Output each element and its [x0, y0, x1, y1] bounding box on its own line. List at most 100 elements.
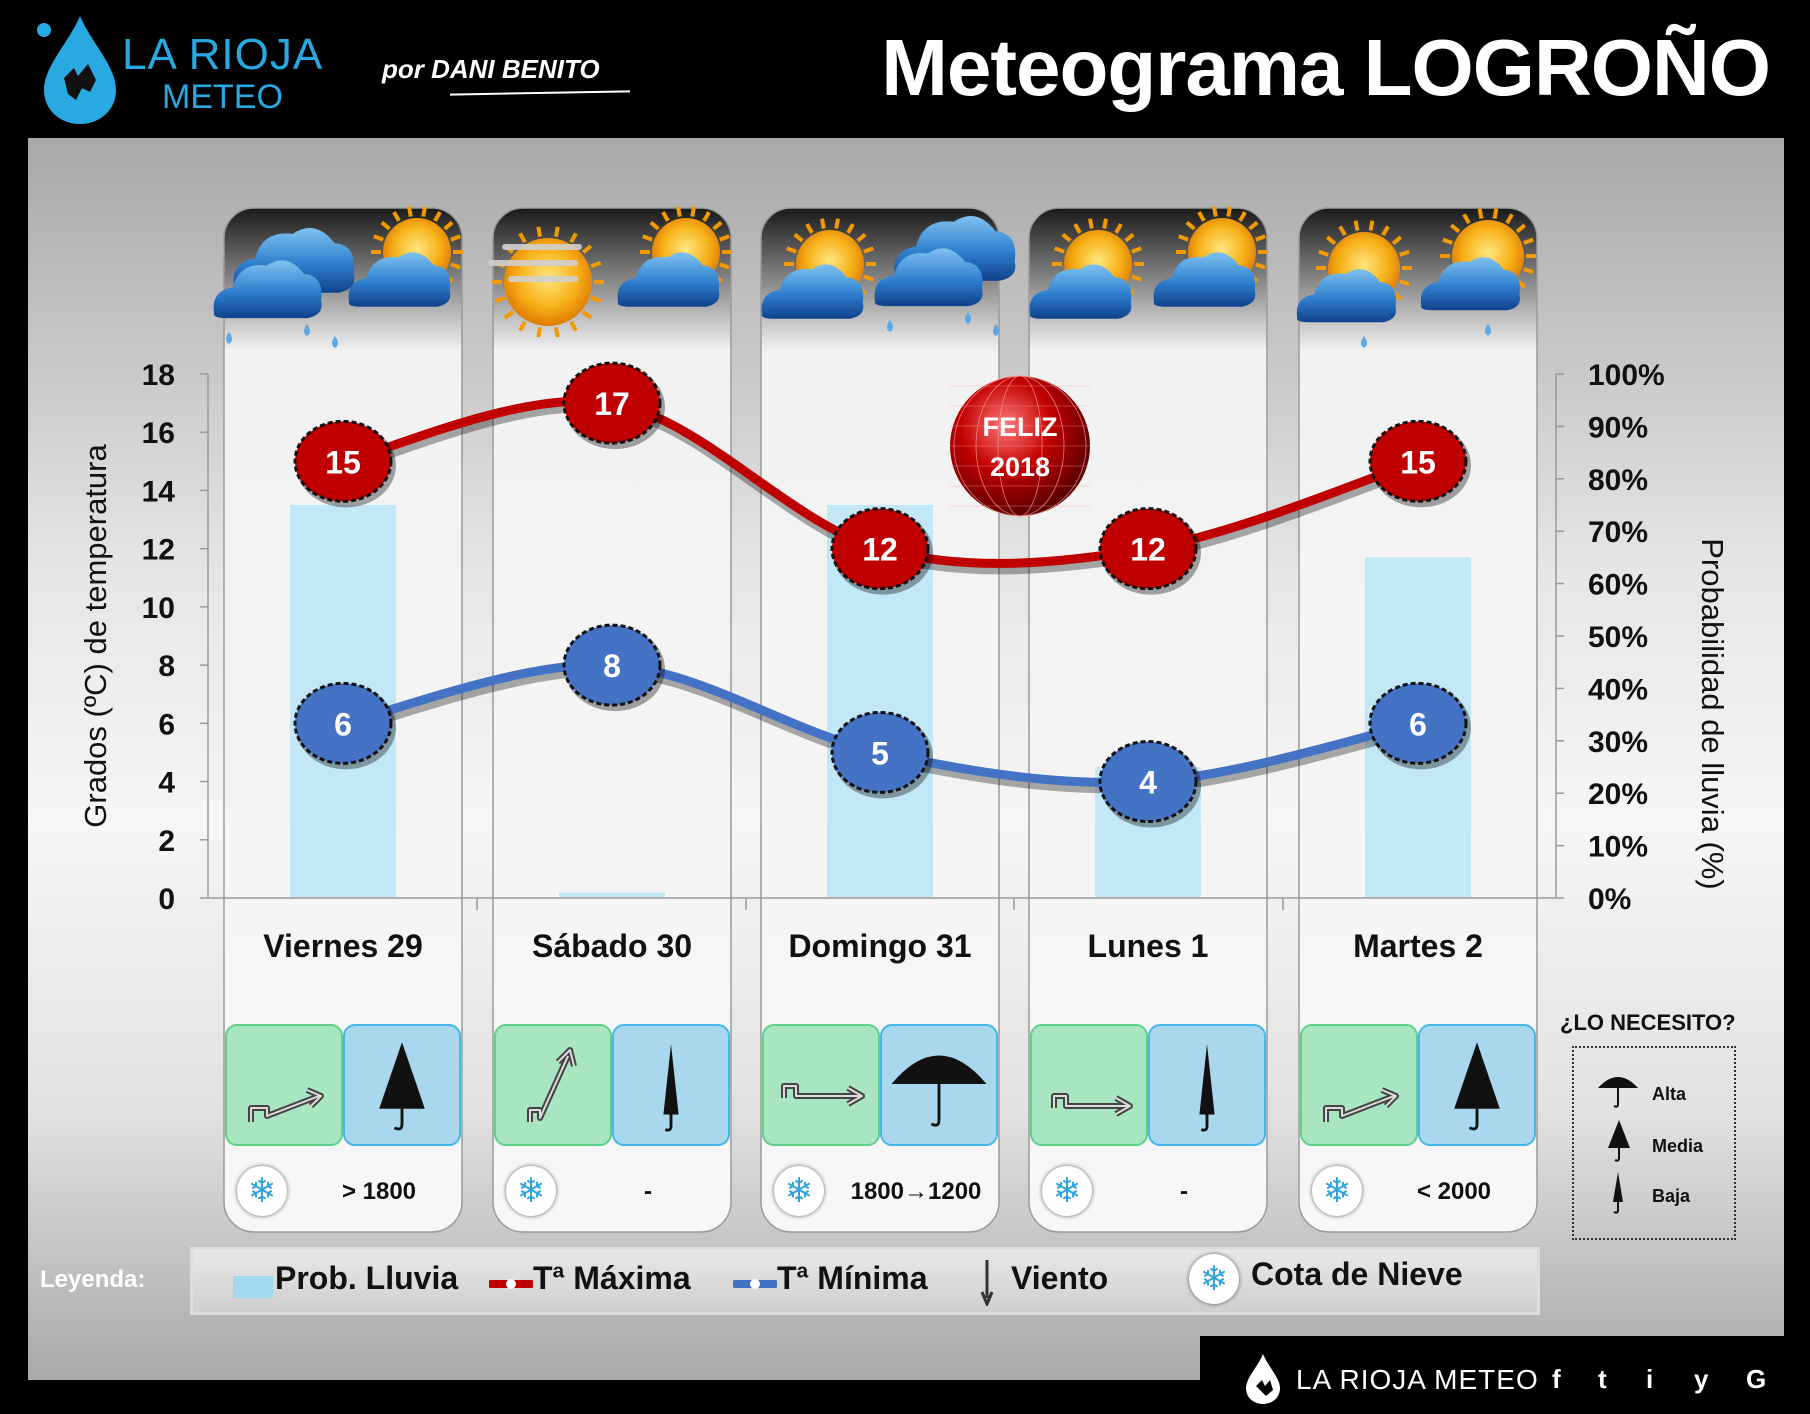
- y-tick-label: 12: [142, 534, 175, 567]
- logo-text-la-rioja: LA RIOJA: [122, 30, 324, 79]
- y-tick-label: 14: [142, 475, 176, 508]
- tmin-marker: 6: [1368, 681, 1471, 770]
- annotation-line2: 2018: [990, 452, 1050, 482]
- annotation-line1: FELIZ: [983, 412, 1058, 442]
- tmin-marker: 8: [562, 623, 665, 712]
- sun-cloud-rain-icon: [1296, 220, 1412, 348]
- sun-cloud-icon: [1153, 206, 1268, 307]
- youtube-icon[interactable]: y: [1694, 1364, 1709, 1394]
- legend-swatch-rain: [233, 1276, 273, 1298]
- y-tick-label: 10: [142, 592, 175, 625]
- umbrella-tile: [1418, 1024, 1536, 1146]
- umbrella-tile: [880, 1024, 998, 1146]
- tmax-marker: 12: [830, 507, 933, 595]
- brand-logo[interactable]: LA RIOJA METEO: [30, 8, 330, 128]
- day-label: Martes 2: [1353, 928, 1483, 964]
- day-label: Lunes 1: [1087, 928, 1209, 964]
- y-axis-right-label: Probabilidad de lluvia (%): [1695, 538, 1730, 890]
- sun-cloud-icon: [617, 206, 732, 307]
- snowflake-icon: ❄: [1189, 1254, 1239, 1304]
- temperature-value-label: 12: [1130, 532, 1166, 568]
- page-title: Meteograma LOGROÑO: [881, 23, 1771, 112]
- umbrella-media-icon: [379, 1042, 425, 1131]
- snowflake-icon: ❄: [774, 1166, 824, 1216]
- legend-tmin: Tª Mínima: [777, 1260, 928, 1296]
- umbrella-baja-icon: [663, 1044, 679, 1132]
- chart-legend: Prob. Lluvia Tª Máxima Tª Mínima Viento …: [190, 1247, 1540, 1315]
- tmin-marker: 4: [1098, 740, 1201, 828]
- y-right-tick-label: 10%: [1588, 831, 1648, 864]
- need-media: Media: [1652, 1136, 1704, 1156]
- author-credit: por DANI BENITO: [382, 54, 600, 84]
- y-axis-label: Grados (ºC) de temperatura: [78, 444, 113, 828]
- snowflake-icon: ❄: [1312, 1166, 1362, 1216]
- cloud-rain-icon: [874, 216, 1016, 336]
- temperature-value-label: 17: [594, 386, 630, 422]
- need-alta: Alta: [1652, 1084, 1687, 1104]
- umbrella-tile: [1148, 1024, 1266, 1146]
- tmax-marker: 15: [293, 419, 396, 508]
- twitter-icon[interactable]: t: [1598, 1364, 1607, 1394]
- wind-tile: [1300, 1024, 1418, 1146]
- snow-level-value: -: [644, 1178, 652, 1205]
- snow-level-value: < 2000: [1416, 1178, 1492, 1205]
- tmax-marker: 12: [1098, 507, 1201, 595]
- temperature-value-label: 15: [325, 444, 361, 480]
- google-icon[interactable]: G: [1746, 1364, 1767, 1394]
- wind-arrow-icon: [248, 1087, 324, 1122]
- y-right-tick-label: 100%: [1588, 359, 1665, 392]
- temperature-value-label: 12: [862, 532, 898, 568]
- tmax-marker: 17: [562, 361, 665, 450]
- footer: LA RIOJA METEO f t i y G: [1200, 1336, 1810, 1414]
- y-right-tick-label: 60%: [1588, 569, 1648, 602]
- need-baja: Baja: [1652, 1186, 1691, 1206]
- temperature-value-label: 15: [1400, 444, 1436, 480]
- y-tick-label: 8: [158, 650, 175, 683]
- temperature-value-label: 8: [603, 648, 621, 684]
- wind-arrow-icon: [781, 1083, 865, 1107]
- tmin-marker: 6: [293, 681, 396, 770]
- umbrella-baja-icon: [1199, 1044, 1215, 1132]
- rain-probability-bar: [559, 892, 665, 898]
- y-tick-label: 16: [142, 417, 175, 450]
- y-tick-label: 4: [158, 767, 175, 800]
- day-column: [492, 207, 732, 1233]
- wind-arrow-icon: [1323, 1087, 1399, 1122]
- y-right-tick-label: 90%: [1588, 411, 1648, 444]
- logo-text-meteo: METEO: [162, 78, 283, 116]
- legend-wind: Viento: [1011, 1260, 1109, 1296]
- water-drop-icon: [37, 16, 116, 124]
- legend-swatch-tmax: [489, 1279, 533, 1289]
- y-right-tick-label: 50%: [1588, 621, 1648, 654]
- temperature-value-label: 5: [871, 735, 889, 771]
- legend-title: Leyenda:: [40, 1266, 146, 1293]
- temperature-value-label: 6: [334, 706, 352, 742]
- sun-cloud-icon: [1029, 218, 1144, 319]
- umbrella-half-icon: [1608, 1120, 1630, 1162]
- wind-tile: [494, 1024, 612, 1146]
- wind-tile: [225, 1024, 343, 1146]
- legend-rain: Prob. Lluvia: [275, 1260, 459, 1296]
- y-right-tick-label: 0%: [1588, 883, 1631, 916]
- day-label: Sábado 30: [531, 928, 693, 964]
- snow-level-value: 1800→1200: [850, 1178, 982, 1205]
- panel-edge: [1784, 138, 1810, 1380]
- footer-drop-icon: [1246, 1354, 1280, 1404]
- umbrella-tile: [612, 1024, 730, 1146]
- y-tick-label: 6: [158, 708, 175, 741]
- instagram-icon[interactable]: i: [1646, 1364, 1654, 1394]
- snowflake-icon: ❄: [1042, 1166, 1092, 1216]
- legend-swatch-tmin: [733, 1279, 777, 1289]
- y-right-tick-label: 20%: [1588, 778, 1648, 811]
- umbrella-need-title: ¿LO NECESITO?: [1560, 1010, 1736, 1035]
- snow-level-value: -: [1180, 1178, 1188, 1205]
- sun-cloud-icon: [761, 218, 876, 319]
- header: LA RIOJA METEO por DANI BENITO Meteogram…: [0, 0, 1810, 138]
- sun-cloud-rain-icon: [1420, 208, 1536, 336]
- footer-brand: LA RIOJA METEO: [1296, 1364, 1539, 1395]
- day-label: Viernes 29: [263, 928, 423, 964]
- umbrella-tile: [343, 1024, 461, 1146]
- y-tick-label: 2: [158, 825, 175, 858]
- facebook-icon[interactable]: f: [1552, 1364, 1561, 1394]
